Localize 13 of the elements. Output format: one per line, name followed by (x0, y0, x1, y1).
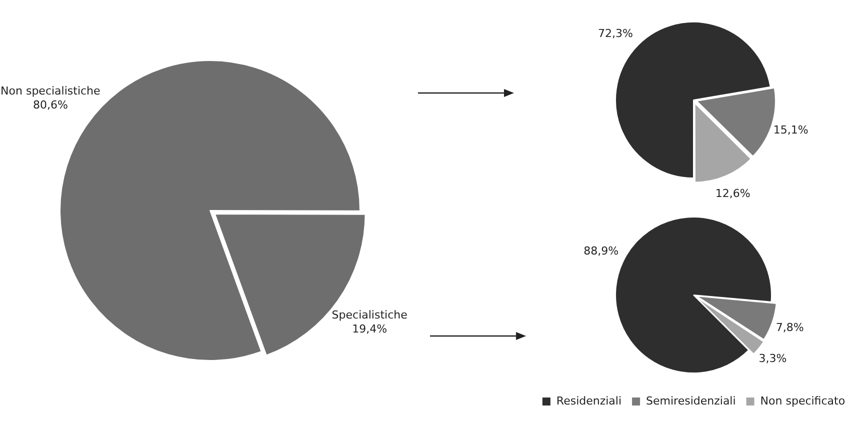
legend-label: Non specificato (760, 394, 846, 408)
data-label: 72,3% (598, 27, 633, 40)
legend-label: Semiresidenziali (646, 394, 736, 408)
data-label: 3,3% (758, 352, 787, 366)
data-label: 88,9% (584, 244, 619, 258)
legend-label: Residenziali (556, 394, 622, 408)
data-label: 15,1% (773, 123, 808, 136)
data-label: 80,6% (32, 98, 68, 112)
slice-label: Non specialistiche (0, 84, 101, 98)
data-label: 7,8% (776, 321, 804, 334)
data-label: 12,6% (715, 186, 750, 200)
slice-label: Specialistiche (332, 308, 408, 322)
data-label: 19,4% (352, 322, 388, 336)
